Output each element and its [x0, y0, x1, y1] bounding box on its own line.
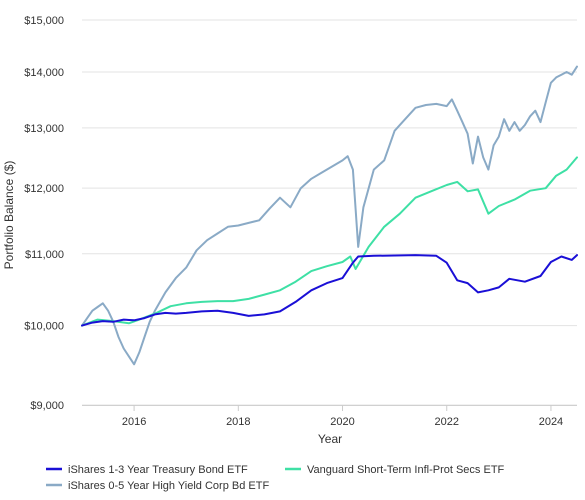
y-axis-title: Portfolio Balance ($): [2, 161, 16, 270]
series-line-1[interactable]: [81, 254, 578, 327]
x-tick-label: 2022: [434, 416, 458, 428]
y-tick-label: $11,000: [25, 249, 64, 261]
y-tick-label: $14,000: [24, 67, 64, 79]
legend-label: iShares 0-5 Year High Yield Corp Bd ETF: [68, 480, 269, 492]
x-axis-title: Year: [318, 432, 342, 446]
x-tick-label: 2020: [330, 416, 354, 428]
legend-item-3[interactable]: iShares 0-5 Year High Yield Corp Bd ETF: [46, 480, 269, 492]
series-line-2[interactable]: [81, 156, 578, 327]
y-tick-label: $13,000: [24, 123, 64, 135]
x-tick-label: 2018: [226, 416, 250, 428]
y-axis: $9,000 $10,000 $11,000 $12,000 $13,000 $14,00…: [24, 15, 64, 412]
legend-item-2[interactable]: Vanguard Short-Term Infl-Prot Secs ETF: [285, 464, 505, 476]
y-tick-label: $15,000: [24, 15, 64, 27]
x-axis: 2016 2018 2020 2022 2024: [82, 405, 577, 428]
y-tick-label: $10,000: [24, 321, 64, 333]
gridlines: [82, 19, 577, 406]
legend-label: Vanguard Short-Term Infl-Prot Secs ETF: [307, 464, 505, 476]
y-tick-label: $9,000: [30, 400, 64, 412]
x-tick-label: 2016: [122, 416, 146, 428]
legend-label: iShares 1-3 Year Treasury Bond ETF: [68, 464, 248, 476]
legend[interactable]: iShares 1-3 Year Treasury Bond ETF iShare…: [46, 464, 505, 492]
y-tick-label: $12,000: [24, 183, 64, 195]
legend-item-1[interactable]: iShares 1-3 Year Treasury Bond ETF: [46, 464, 248, 476]
series-line-3[interactable]: [81, 65, 578, 366]
x-tick-label: 2024: [539, 416, 563, 428]
plot-area: [81, 65, 578, 366]
